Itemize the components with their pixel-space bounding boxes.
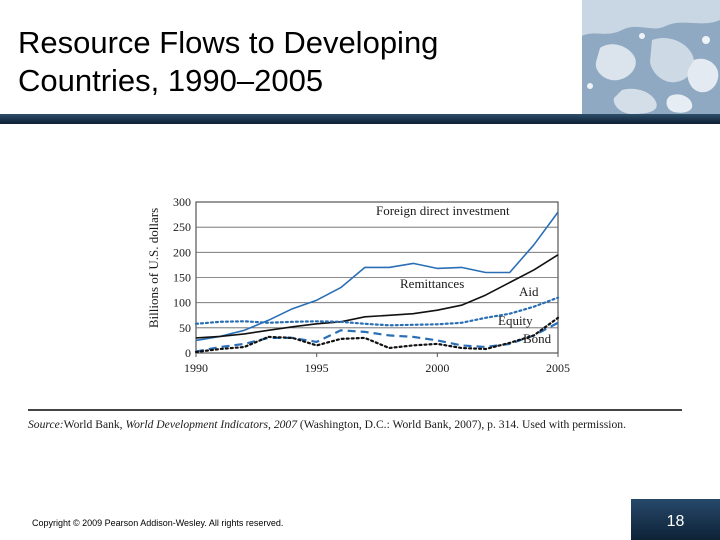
source-note: Source:World Bank, World Development Ind… xyxy=(28,409,682,431)
slide-title: Resource Flows to Developing Countries, … xyxy=(18,24,578,100)
source-part-2: (Washington, D.C.: World Bank, 2007), p.… xyxy=(297,418,626,431)
series-line-equity xyxy=(195,321,559,353)
y-tick-label: 0 xyxy=(185,346,191,360)
y-tick-label: 200 xyxy=(173,245,191,259)
y-tick-label: 50 xyxy=(179,321,191,335)
source-label: Source: xyxy=(28,418,64,431)
source-title: World Development Indicators, 2007 xyxy=(125,418,298,431)
series-line-foreign-direct-investment xyxy=(195,211,559,342)
series-label-equity: Equity xyxy=(498,313,533,328)
series-line-remittances xyxy=(195,254,559,339)
series-label-remittances: Remittances xyxy=(400,276,464,291)
world-map-image xyxy=(582,0,720,114)
x-tick-label: 1995 xyxy=(305,361,329,375)
series-line-bond xyxy=(194,316,560,354)
slide-number: 18 xyxy=(666,513,685,530)
y-tick-label: 150 xyxy=(173,271,191,285)
source-part-1: World Bank, xyxy=(63,418,126,431)
x-tick-label: 2000 xyxy=(425,361,449,375)
series-line-aid xyxy=(194,296,560,327)
series-label-aid: Aid xyxy=(519,284,539,299)
y-axis-label: Billions of U.S. dollars xyxy=(146,208,161,328)
resource-flows-chart: Billions of U.S. dollars 0 50 100 150 200 250… xyxy=(146,195,570,375)
x-tick-label: 2005 xyxy=(546,361,570,375)
series-label-foreign-direct-investment: Foreign direct investment xyxy=(376,203,510,218)
copyright-notice: Copyright © 2009 Pearson Addison-Wesley.… xyxy=(32,518,284,528)
slide-title-line-2: Countries, 1990–2005 xyxy=(18,63,324,98)
slide-title-line-1: Resource Flows to Developing xyxy=(18,25,439,60)
title-divider-bar xyxy=(0,114,720,124)
y-tick-label: 100 xyxy=(173,296,191,310)
x-tick-label: 1990 xyxy=(184,361,208,375)
y-tick-label: 250 xyxy=(173,220,191,234)
slide-number-box: 18 xyxy=(631,499,720,540)
series-label-bond: Bond xyxy=(523,331,552,346)
y-tick-label: 300 xyxy=(173,195,191,209)
